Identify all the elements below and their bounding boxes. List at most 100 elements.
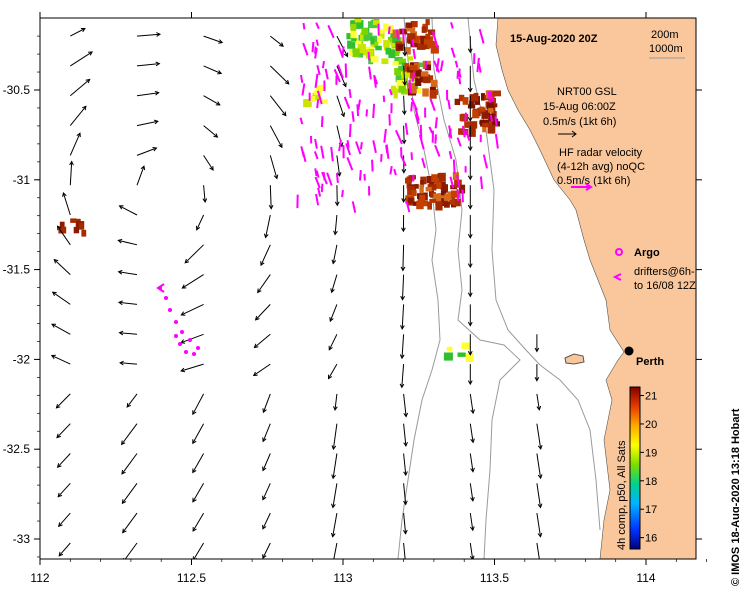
current-arrow-head (469, 526, 475, 532)
drifter-point (188, 338, 192, 342)
current-arrow (269, 125, 283, 148)
radar-vector (489, 114, 493, 122)
current-arrow (118, 301, 138, 305)
sst-cell (354, 18, 362, 23)
current-arrow-head (330, 288, 335, 294)
current-arrow-head (253, 343, 259, 349)
sst-cell (482, 122, 489, 128)
current-arrow (336, 35, 349, 57)
current-arrow-head (180, 367, 186, 373)
contour-label-1000m: 1000m (649, 43, 683, 55)
current-arrow-head (69, 160, 74, 166)
sst-cell (467, 104, 476, 109)
current-arrow-head (180, 311, 186, 316)
sst-cell (347, 40, 356, 49)
current-arrow (203, 65, 222, 74)
current-arrow (136, 147, 157, 156)
x-tick-label: 114 (636, 571, 655, 585)
drifter-point (168, 308, 172, 312)
current-arrow-head (252, 371, 258, 377)
sst-cell (352, 48, 360, 58)
sst-cell (360, 32, 366, 41)
radar-vector (373, 74, 377, 88)
current-arrow-head (333, 406, 338, 412)
y-tick-label: -32.5 (3, 442, 31, 456)
current-arrow (121, 423, 138, 445)
current-arrow-head (118, 205, 124, 210)
credit-label: © IMOS 18-Aug-2020 13:18 Hobart (730, 408, 739, 586)
sst-cell (428, 75, 434, 83)
current-arrow (334, 393, 338, 411)
radar-vector (434, 144, 441, 157)
drifter-point (174, 334, 178, 338)
current-arrow-head (403, 500, 408, 506)
current-arrow-head (154, 90, 160, 96)
sst-cell (398, 65, 403, 72)
current-arrow (181, 303, 204, 316)
sst-cell (458, 94, 465, 102)
sst-cell (404, 47, 411, 55)
bathymetry-contour (467, 18, 601, 531)
sst-cell (491, 97, 496, 105)
current-arrow-head (122, 528, 127, 534)
sst-cell (440, 181, 446, 191)
model-legend-line2: 15-Aug 06:00Z (543, 101, 616, 113)
current-arrow (119, 332, 138, 335)
x-tick-label: 112 (30, 571, 49, 585)
drifter-point (164, 296, 168, 300)
sst-cell (393, 89, 398, 99)
radar-vector (476, 57, 480, 73)
current-arrow (119, 205, 138, 216)
radar-vector (408, 80, 412, 94)
current-arrow-head (402, 51, 408, 57)
sst-cell (433, 193, 442, 202)
sst-cell (407, 56, 413, 61)
current-arrow (269, 155, 278, 179)
current-arrow-head (467, 175, 473, 181)
current-arrow-head (117, 238, 123, 244)
current-arrow (403, 65, 406, 85)
sst-cell (409, 64, 418, 71)
sst-cell (361, 28, 368, 35)
sst-cell (443, 352, 453, 361)
sst-cell (489, 92, 496, 97)
x-tick-label: 113.5 (480, 571, 509, 585)
sst-cell (310, 96, 316, 102)
current-arrow-head (192, 526, 197, 532)
current-arrow (193, 542, 205, 559)
sst-cell (419, 184, 424, 194)
radar-vector (351, 111, 355, 122)
sst-cell (383, 40, 390, 48)
radar-vector (365, 109, 368, 117)
current-arrow (469, 542, 474, 559)
sst-cell (405, 22, 413, 28)
current-arrow (69, 105, 87, 126)
colorbar-ticks: 16 17 18 19 20 21 (640, 391, 657, 545)
current-arrow-head (331, 474, 336, 480)
drifter-point (178, 342, 182, 346)
sst-cell (454, 180, 460, 186)
current-arrow-head (401, 110, 407, 116)
current-arrow-head (537, 474, 543, 480)
sst-cell (427, 41, 436, 49)
current-arrow (203, 35, 223, 44)
current-arrow-head (262, 437, 267, 443)
current-arrow-head (328, 345, 333, 351)
sst-cell (392, 36, 401, 44)
current-arrow-head (467, 263, 473, 269)
current-arrow (136, 63, 160, 67)
sst-cell (346, 33, 354, 40)
colorbar-tick-label: 19 (645, 447, 657, 459)
sst-cell (376, 36, 382, 44)
sst-cell (425, 19, 430, 26)
current-arrow (262, 423, 271, 442)
sst-cell (458, 128, 466, 135)
current-arrow (536, 423, 542, 449)
radar-legend-line1: HF radar velocity (559, 147, 643, 159)
sst-cell (378, 29, 384, 34)
radar-vector (435, 58, 440, 72)
current-arrow-head (273, 174, 279, 180)
current-arrow-head (403, 412, 409, 418)
drifter-point (184, 350, 188, 354)
